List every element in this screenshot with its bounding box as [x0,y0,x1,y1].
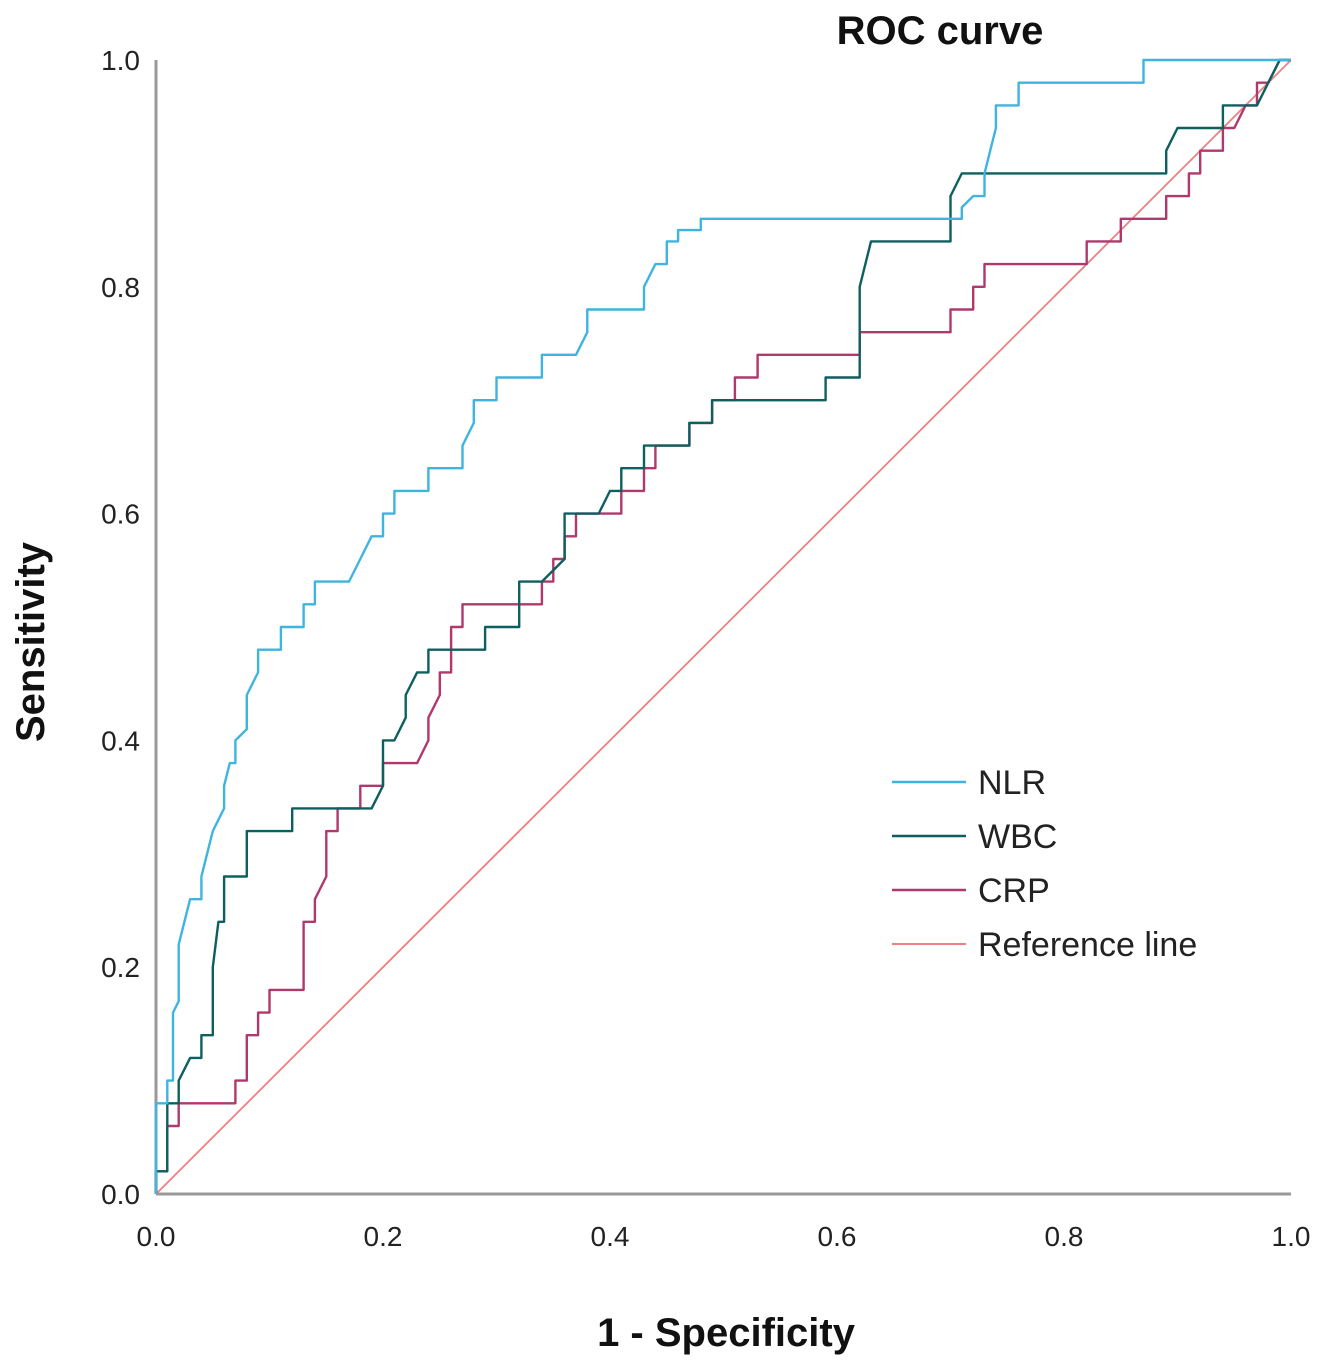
y-tick-label: 0.0 [101,1179,140,1210]
chart-title: ROC curve [837,9,1044,53]
series-lines [154,58,1292,1195]
y-tick-label: 0.2 [101,952,140,983]
y-tick-label: 1.0 [101,45,140,76]
y-tick-label: 0.4 [101,725,140,756]
y-axis-title: Sensitivity [9,541,53,742]
x-tick-label: 0.6 [818,1221,857,1252]
y-tick-labels: 0.0 0.2 0.4 0.6 0.8 1.0 [101,45,140,1210]
x-tick-labels: 0.0 0.2 0.4 0.6 0.8 1.0 [137,1221,1311,1252]
x-axis-title: 1 - Specificity [597,1311,856,1355]
x-tick-label: 0.4 [591,1221,630,1252]
x-tick-label: 1.0 [1272,1221,1311,1252]
legend-label-nlr: NLR [978,764,1046,802]
plot-area: 0.0 0.2 0.4 0.6 0.8 1.0 0.0 0.2 0.4 0.6 0.8 1.0 [101,45,1310,1252]
legend-label-wbc: WBC [978,818,1057,856]
series-line-nlr [154,58,1291,1194]
x-tick-label: 0.8 [1045,1221,1084,1252]
x-tick-label: 0.2 [364,1221,403,1252]
y-tick-label: 0.8 [101,272,140,303]
y-tick-label: 0.6 [101,499,140,530]
series-line-wbc [154,58,1291,1194]
legend-label-reference-line: Reference line [978,926,1197,964]
legend-label-crp: CRP [978,872,1050,910]
series-line-reference-line [155,59,1292,1195]
legend: NLR WBC CRP Reference line [892,764,1197,964]
x-tick-label: 0.0 [137,1221,176,1252]
